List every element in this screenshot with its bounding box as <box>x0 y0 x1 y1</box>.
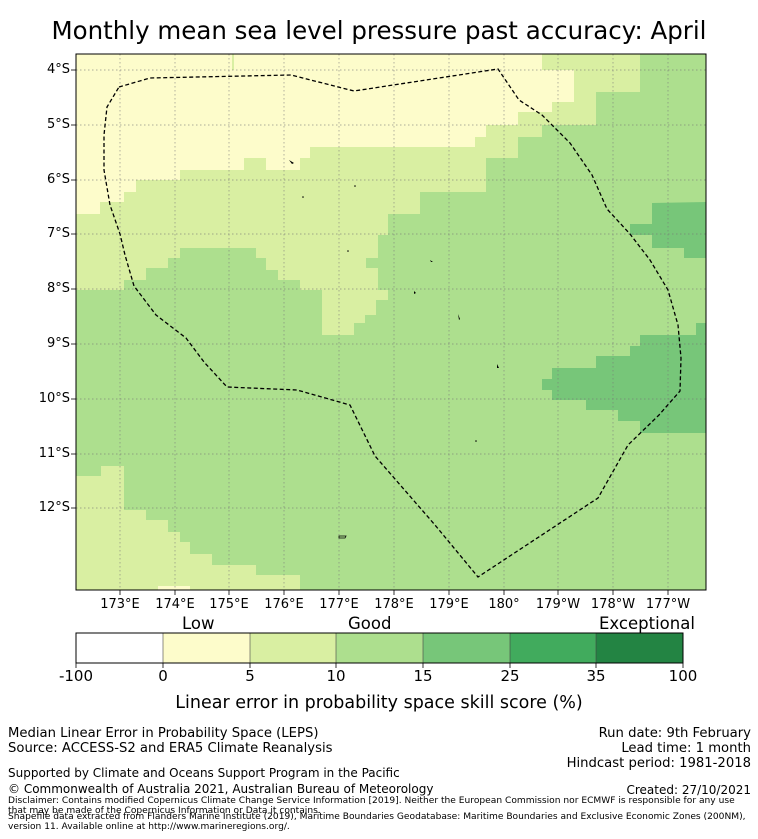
region-good-high <box>542 202 706 433</box>
support-text: Supported by Climate and Oceans Support … <box>8 766 400 780</box>
chart-title: Monthly mean sea level pressure past acc… <box>51 16 707 45</box>
colorbar-tick: 10 <box>326 667 346 685</box>
lat-label: 8°S <box>46 281 70 296</box>
colorbar-label: Linear error in probability space skill … <box>175 693 583 713</box>
disclaimer-line: that may be made of the Copernicus Infor… <box>8 806 321 816</box>
lat-label: 4°S <box>46 62 70 77</box>
colorbar-bin <box>336 633 423 663</box>
run-date: Run date: 9th February <box>598 726 751 741</box>
method-text: Median Linear Error in Probability Space… <box>8 726 319 741</box>
lat-label: 12°S <box>38 500 70 515</box>
colorbar-bin <box>510 633 596 663</box>
category-exceptional: Exceptional <box>599 614 695 633</box>
colorbar-bin <box>163 633 250 663</box>
shapefile-line: Shapefile data extracted from Flanders M… <box>8 812 746 822</box>
created-date: Created: 27/10/2021 <box>626 783 751 797</box>
lon-label: 177°E <box>319 597 359 612</box>
colorbar-tick: -100 <box>58 667 94 685</box>
lon-label: 175°E <box>209 597 249 612</box>
shapefile-line: version 11. Available online at http://w… <box>8 822 290 832</box>
islands <box>289 160 499 539</box>
lat-label: 9°S <box>46 336 70 351</box>
region-low <box>76 54 574 214</box>
lon-label: 178°W <box>590 597 636 612</box>
hindcast-period: Hindcast period: 1981-2018 <box>566 756 751 771</box>
colorbar-tick: 15 <box>413 667 433 685</box>
region-low-south <box>158 586 190 590</box>
category-low: Low <box>182 614 215 633</box>
lon-label: 174°E <box>155 597 195 612</box>
colorbar-tick: 5 <box>245 667 255 685</box>
lat-label: 7°S <box>46 226 70 241</box>
colorbar-tick: 25 <box>500 667 520 685</box>
lon-label: 179°W <box>535 597 581 612</box>
copyright-text: © Commonwealth of Australia 2021, Austra… <box>8 782 434 796</box>
colorbar-bin <box>596 633 683 663</box>
lon-label: 177°W <box>645 597 691 612</box>
colorbar-tick: 100 <box>668 667 698 685</box>
lon-label: 173°E <box>100 597 140 612</box>
source-text: Source: ACCESS-S2 and ERA5 Climate Reana… <box>8 741 333 756</box>
skill-field <box>76 54 706 590</box>
lon-label: 176°E <box>264 597 304 612</box>
colorbar-tick: 0 <box>158 667 168 685</box>
graticule <box>76 54 706 590</box>
disclaimer-line: Disclaimer: Contains modified Copernicus… <box>8 796 735 806</box>
colorbar-tick: 35 <box>586 667 606 685</box>
lon-label: 178°E <box>374 597 414 612</box>
map-frame <box>75 53 707 591</box>
lat-label: 10°S <box>38 391 70 406</box>
colorbar-bin <box>76 633 163 663</box>
lead-time: Lead time: 1 month <box>621 741 751 756</box>
lat-label: 5°S <box>46 117 70 132</box>
lon-label: 179°E <box>429 597 469 612</box>
category-good: Good <box>348 614 392 633</box>
lat-label: 6°S <box>46 172 70 187</box>
map-ticks <box>71 69 669 595</box>
lat-label: 11°S <box>38 446 70 461</box>
eez-boundary <box>103 68 682 578</box>
lon-label: 180° <box>488 597 520 612</box>
colorbar-bin <box>250 633 336 663</box>
colorbar <box>75 632 684 668</box>
colorbar-bin <box>423 633 510 663</box>
region-good-low-south <box>76 466 300 590</box>
